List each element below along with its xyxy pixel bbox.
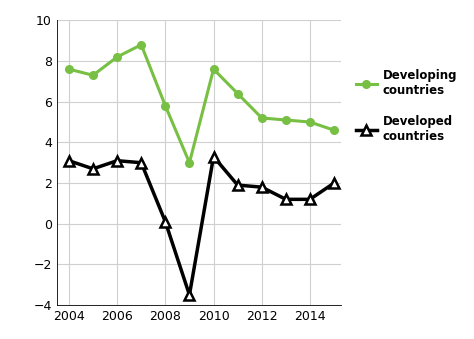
Developing
countries <box>90 73 96 77</box>
Developing
countries <box>235 92 240 96</box>
Developed
countries <box>163 220 168 224</box>
Developed
countries <box>331 181 337 185</box>
Developing
countries <box>211 67 217 71</box>
Developed
countries <box>66 159 72 163</box>
Developing
countries <box>331 128 337 132</box>
Developed
countries <box>211 155 217 159</box>
Developed
countries <box>307 197 313 201</box>
Developing
countries <box>259 116 264 120</box>
Developed
countries <box>235 183 240 187</box>
Developed
countries <box>90 167 96 171</box>
Developed
countries <box>259 185 264 189</box>
Developing
countries <box>66 67 72 71</box>
Developing
countries <box>163 104 168 108</box>
Line: Developing
countries: Developing countries <box>65 41 338 166</box>
Developed
countries <box>138 161 144 165</box>
Developing
countries <box>138 43 144 47</box>
Line: Developed
countries: Developed countries <box>64 152 339 300</box>
Developing
countries <box>114 55 120 59</box>
Legend: Developing
countries, Developed
countries: Developing countries, Developed countrie… <box>356 69 457 143</box>
Developed
countries <box>187 293 192 297</box>
Developing
countries <box>307 120 313 124</box>
Developing
countries <box>283 118 289 122</box>
Developed
countries <box>114 159 120 163</box>
Developing
countries <box>187 161 192 165</box>
Developed
countries <box>283 197 289 201</box>
